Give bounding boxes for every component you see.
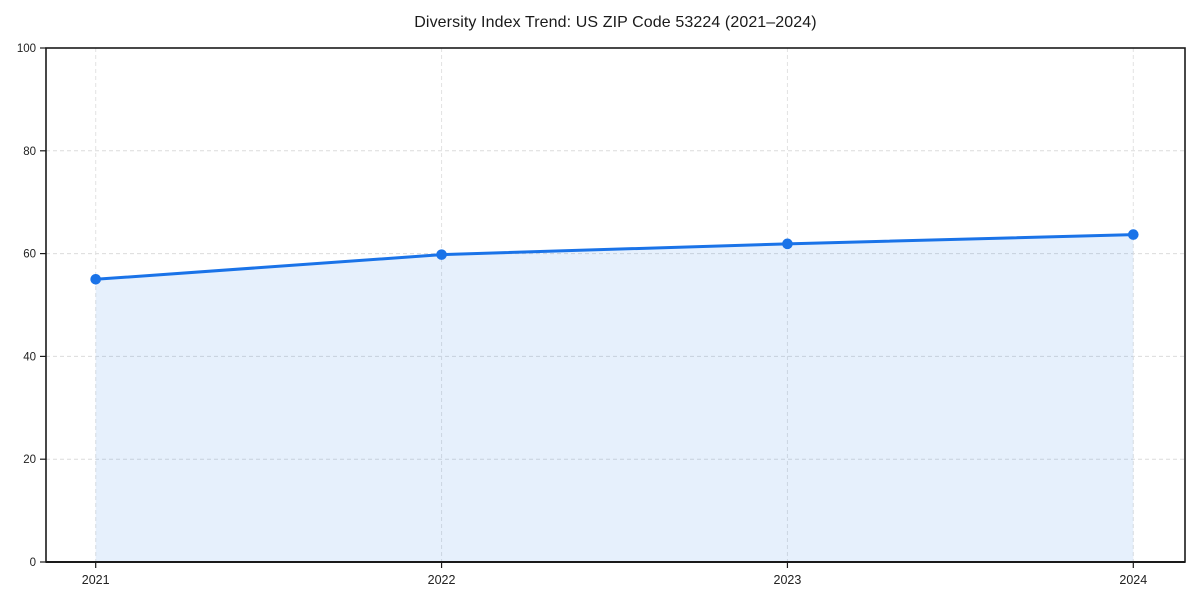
x-tick-label: 2023 <box>774 573 802 587</box>
x-tick-label: 2021 <box>82 573 110 587</box>
data-point-2021 <box>90 274 101 285</box>
chart-title: Diversity Index Trend: US ZIP Code 53224… <box>414 14 817 31</box>
y-tick-label: 40 <box>23 351 36 363</box>
x-tick-label: 2024 <box>1119 573 1147 587</box>
y-tick-label: 80 <box>23 146 36 158</box>
y-tick-label: 100 <box>17 43 36 55</box>
x-tick-label: 2022 <box>428 573 456 587</box>
area-fill <box>95 234 1134 562</box>
trend-line <box>94 233 1135 281</box>
data-point-2024 <box>1128 229 1139 240</box>
y-tick-label: 0 <box>30 557 36 569</box>
y-tick-label: 60 <box>23 249 36 261</box>
data-point-2023 <box>782 238 793 250</box>
data-point-2022 <box>436 249 447 260</box>
y-tick-label: 20 <box>23 454 36 466</box>
